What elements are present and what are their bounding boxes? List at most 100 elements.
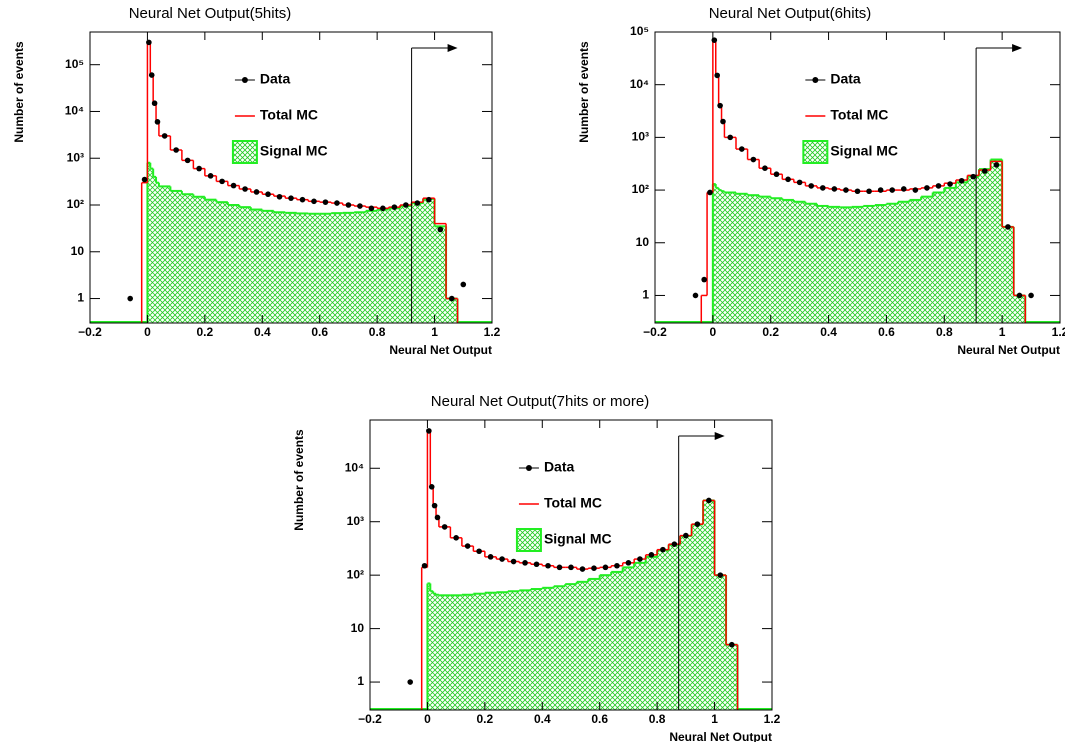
data-point <box>464 543 471 549</box>
signal-bar <box>473 593 485 710</box>
signal-bar <box>170 190 182 323</box>
signal-bar <box>736 193 748 323</box>
data-point <box>276 193 283 200</box>
x-tick-label: 0.2 <box>477 712 494 726</box>
signal-bar <box>793 201 806 323</box>
x-tick-label: 0.4 <box>820 325 837 339</box>
signal-bar <box>436 594 439 710</box>
data-point <box>184 157 191 164</box>
data-point <box>522 560 528 566</box>
signal-bar <box>461 594 474 710</box>
signal-bar <box>955 182 968 323</box>
y-tick-label: 10³ <box>347 514 364 528</box>
data-point <box>265 191 271 198</box>
data-point <box>866 188 872 195</box>
x-tick-label: 0.8 <box>369 325 386 339</box>
signal-bar <box>519 590 531 710</box>
signal-bar <box>828 206 841 323</box>
signal-bar <box>342 212 355 323</box>
signal-bar <box>714 575 727 710</box>
data-point <box>154 119 161 125</box>
legend-swatch <box>525 465 532 471</box>
data-point <box>141 176 148 183</box>
data-point <box>970 173 977 180</box>
signal-bar <box>851 206 864 323</box>
signal-bar <box>680 536 692 710</box>
signal-bar <box>724 192 736 323</box>
data-point <box>449 295 455 302</box>
chart-title: Neural Net Output(7hits or more) <box>431 393 649 410</box>
plot-frame <box>369 419 773 711</box>
data-point <box>1016 292 1023 299</box>
signal-bar <box>319 213 332 323</box>
data-point <box>288 195 294 201</box>
legend-swatch <box>515 528 542 552</box>
signal-bar <box>657 550 669 710</box>
signal-bar <box>250 209 263 323</box>
data-point <box>877 187 884 193</box>
data-point <box>711 37 718 43</box>
data-point <box>671 541 678 547</box>
data-point <box>568 564 574 571</box>
legend-swatch <box>231 140 258 164</box>
data-point <box>476 548 482 555</box>
signal-bar <box>874 205 887 323</box>
signal-bar <box>805 203 817 323</box>
data-point <box>345 202 352 208</box>
signal-bar <box>979 169 991 323</box>
plot-frame <box>654 31 1061 324</box>
signal-bar <box>840 207 852 323</box>
y-axis-label: Number of events <box>577 41 591 143</box>
x-tick-label: 0.4 <box>534 712 551 726</box>
data-point <box>207 173 214 179</box>
signal-bar <box>576 581 589 710</box>
x-tick-label: 0 <box>144 325 151 339</box>
signal-bar <box>588 578 600 710</box>
x-tick-label: 0.6 <box>591 712 608 726</box>
chart-title: Neural Net Output(5hits) <box>129 5 292 22</box>
signal-bar <box>622 567 635 710</box>
signal-bar <box>296 213 309 323</box>
data-point <box>148 72 155 78</box>
x-tick-label: −0.2 <box>358 712 382 726</box>
signal-bar <box>147 162 151 323</box>
legend-swatch <box>802 140 829 164</box>
signal-bar <box>967 176 979 323</box>
legend-swatch <box>241 77 248 83</box>
data-point <box>487 554 494 560</box>
data-point <box>717 102 723 109</box>
chart-title: Neural Net Output(6hits) <box>709 5 872 22</box>
signal-bar <box>645 556 658 710</box>
y-tick-label: 10 <box>351 621 365 635</box>
signal-bar <box>1013 295 1026 323</box>
signal-bar <box>400 206 412 323</box>
data-point <box>545 562 551 569</box>
y-tick-label: 10³ <box>632 130 649 144</box>
signal-bar <box>909 199 922 323</box>
signal-bar <box>703 500 715 710</box>
x-tick-label: −0.2 <box>643 325 667 339</box>
data-point <box>453 535 459 541</box>
signal-bar <box>542 587 554 710</box>
data-point <box>242 186 248 192</box>
signal-bar <box>153 176 157 323</box>
signal-bar <box>715 187 719 323</box>
cut-arrowhead <box>1012 44 1023 52</box>
data-point <box>843 187 849 193</box>
signal-bar <box>227 205 240 323</box>
data-point <box>421 562 428 569</box>
data-point <box>510 558 517 565</box>
data-point <box>230 182 237 189</box>
data-point <box>614 562 620 569</box>
data-point <box>889 187 896 193</box>
signal-bar <box>718 190 722 323</box>
data-point <box>253 189 260 195</box>
x-tick-label: 1 <box>711 712 718 726</box>
data-point <box>437 226 444 233</box>
data-point <box>391 204 398 210</box>
signal-bar <box>759 196 771 323</box>
signal-bar <box>691 524 704 710</box>
x-tick-label: 0.2 <box>762 325 779 339</box>
y-tick-label: 10⁵ <box>65 57 84 71</box>
